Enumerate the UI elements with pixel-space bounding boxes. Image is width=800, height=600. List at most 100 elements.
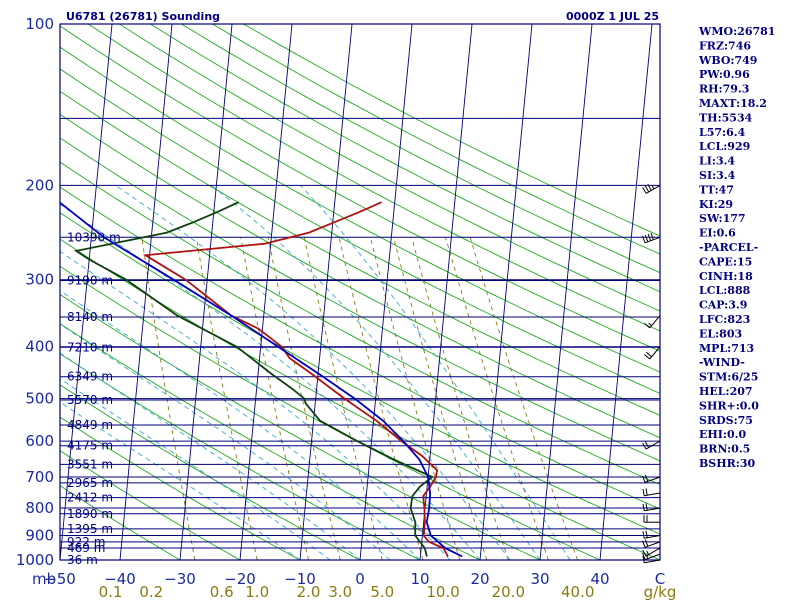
- height-label: 4175 m: [67, 439, 113, 453]
- wind-barb-flag: [648, 322, 652, 326]
- height-label: 9190 m: [67, 274, 113, 288]
- index-line: CINH:18: [699, 270, 753, 283]
- pressure-tick-label: 500: [25, 390, 54, 408]
- wind-barb-flag: [642, 442, 647, 450]
- height-label: 1395 m: [67, 522, 113, 536]
- temperature-tick-label: 40: [590, 570, 609, 588]
- wind-barb-flag: [644, 354, 651, 360]
- dry-adiabat: [60, 450, 241, 560]
- dry-adiabat: [60, 238, 660, 560]
- index-line: RH:79.3: [699, 83, 749, 96]
- mixing-ratio-tick-label: 1.0: [245, 583, 269, 600]
- wind-barb-flag: [651, 185, 655, 190]
- wind-barb-flag: [642, 555, 645, 563]
- mixing-ratio-tick-label: 0.2: [139, 583, 163, 600]
- index-line: STM:6/25: [699, 371, 758, 384]
- parcel-profile: [60, 201, 463, 558]
- isotherm: [539, 24, 593, 560]
- dry-adiabat: [60, 293, 541, 560]
- height-label: 4849 m: [67, 418, 113, 432]
- dry-adiabat: [60, 265, 601, 560]
- temperature-tick-label: C: [655, 570, 665, 588]
- mixing-ratio-unit: g/kg: [644, 583, 677, 600]
- height-label: 469 m: [67, 541, 105, 555]
- index-line: LI:3.4: [699, 155, 735, 168]
- temperature-tick-label: 0: [355, 570, 365, 588]
- mixing-ratio-tick-label: 2.0: [297, 583, 321, 600]
- wind-barb-flag: [644, 323, 651, 329]
- isotherm: [479, 24, 533, 560]
- pressure-tick-label: 800: [25, 499, 54, 517]
- mixing-ratio-tick-label: 5.0: [370, 583, 394, 600]
- pressure-tick-label: 100: [25, 15, 54, 33]
- wind-barb-flag: [642, 488, 645, 496]
- pressure-tick-label: 300: [25, 271, 54, 289]
- moist-adiabat: [300, 185, 571, 560]
- isotherm: [599, 24, 653, 560]
- mixing-ratio-line: [240, 237, 309, 560]
- station-title: U6781 (26781) Sounding: [66, 10, 220, 23]
- pressure-tick-label: 200: [25, 176, 54, 194]
- pressure-tick-label: 400: [25, 338, 54, 356]
- index-line: CAPE:15: [699, 255, 752, 268]
- mixing-ratio-tick-label: 0.6: [210, 583, 234, 600]
- wind-barb-flag: [647, 184, 652, 191]
- temperature-profile: [142, 201, 449, 557]
- mixing-ratio-line: [195, 237, 258, 560]
- index-line: PW:0.96: [699, 68, 750, 81]
- wind-barb: [644, 535, 661, 539]
- pressure-tick-label: 1000: [16, 551, 54, 569]
- temperature-tick-label: −50: [44, 570, 76, 588]
- dry-adiabat: [60, 485, 181, 560]
- dry-adiabat: [60, 384, 361, 560]
- mixing-ratio-tick-label: 20.0: [492, 583, 525, 600]
- isotherm: [60, 24, 113, 560]
- index-line: -WIND-: [699, 356, 745, 369]
- pressure-tick-label: 600: [25, 432, 54, 450]
- index-line: SW:177: [699, 212, 746, 225]
- isotherm: [119, 24, 173, 560]
- wind-barb-flag: [642, 549, 647, 557]
- temperature-tick-label: −20: [224, 570, 256, 588]
- index-line: BSHR:30: [699, 457, 755, 470]
- temperature-tick-label: 20: [470, 570, 489, 588]
- index-line: SRDS:75: [699, 414, 753, 427]
- pressure-tick-label: 900: [25, 527, 54, 545]
- wind-barb-flag: [645, 503, 648, 511]
- wind-barb: [649, 346, 661, 360]
- wind-barb: [644, 236, 661, 244]
- index-line: TT:47: [699, 183, 734, 196]
- height-label: 6349 m: [67, 370, 113, 384]
- height-label: 7210 m: [67, 340, 113, 354]
- isotherm: [359, 24, 413, 560]
- index-line: CAP:3.9: [699, 299, 747, 312]
- wind-barb-flag: [642, 475, 646, 483]
- height-label: 2412 m: [67, 491, 113, 505]
- mixing-ratio-tick-label: 40.0: [561, 583, 594, 600]
- height-label: 1890 m: [67, 507, 113, 521]
- temperature-tick-label: −40: [104, 570, 136, 588]
- index-line: SHR+:0.0: [699, 399, 759, 412]
- wind-barb-flag: [650, 232, 654, 240]
- wind-barb-flag: [644, 539, 649, 547]
- temperature-tick-label: 30: [530, 570, 549, 588]
- index-line: LCL:929: [699, 140, 750, 153]
- wind-barb-flag: [645, 530, 648, 538]
- index-line: HEL:207: [699, 385, 753, 398]
- height-label: 10390 m: [67, 230, 121, 244]
- profile-series: [60, 201, 463, 558]
- mixing-ratio-tick-label: 10.0: [426, 583, 459, 600]
- wind-barb-flag: [644, 185, 650, 193]
- valid-time: 0000Z 1 JUL 25: [566, 10, 659, 23]
- isotherm: [299, 24, 353, 560]
- height-label: 2965 m: [67, 476, 113, 490]
- wind-barb: [645, 440, 661, 450]
- dry-adiabat: [60, 416, 301, 560]
- wind-barb-flag: [642, 236, 646, 243]
- pressure-axis-unit: mb: [32, 570, 56, 588]
- wind-barb-flag: [642, 503, 645, 511]
- isotherm: [179, 24, 233, 560]
- isotherm: [239, 24, 293, 560]
